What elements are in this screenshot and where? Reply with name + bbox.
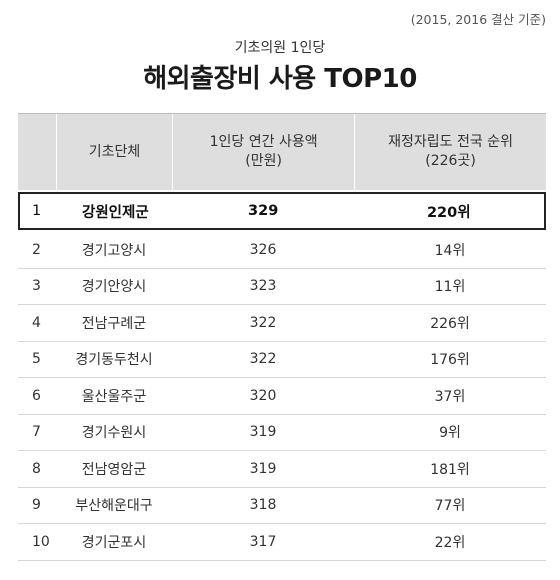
amount-cell: 329 [248,203,279,219]
table-row: 3 경기안양시 323 11위 [18,269,546,305]
amount-cell: 322 [249,314,277,331]
header-rank [18,114,57,190]
table-row: 10 경기군포시 317 22위 [18,524,546,561]
header-fin: 재정자립도 전국 순위 (226곳) [355,114,546,190]
header-amount-line2: (만원) [245,153,282,169]
ranking-table: 기초단체 1인당 연간 사용액 (만원) 재정자립도 전국 순위 (226곳) … [18,113,546,561]
table-row: 8 전남영암군 319 181위 [18,451,546,488]
chart-title: 해외출장비 사용 TOP10 [143,64,417,94]
table-row: 9 부산해운대구 318 77위 [18,488,546,524]
rank-cell: 3 [32,278,41,295]
fin-rank-cell: 14위 [434,242,466,259]
fin-rank-cell: 181위 [430,461,470,478]
fin-rank-cell: 22위 [434,534,466,551]
name-cell: 경기동두천시 [75,352,153,369]
table-body: 1 강원인제군 329 220위 2 경기고양시 326 14위 3 경기안양시 323 11위 4 전남… [18,192,546,561]
table-row: 5 경기동두천시 322 176위 [18,342,546,378]
amount-cell: 326 [249,241,277,258]
basis-note: (2015, 2016 결산 기준) [410,12,546,27]
table-row: 7 경기수원시 319 9위 [18,415,546,451]
rank-cell: 9 [32,497,41,514]
fin-rank-cell: 226위 [430,315,470,332]
chart-subtitle: 기초의원 1인당 [234,40,326,56]
fin-rank-cell: 9위 [439,425,461,442]
name-cell: 전남구례군 [81,315,147,332]
amount-cell: 320 [249,387,277,404]
name-cell: 울산울주군 [81,388,147,405]
header-fin-line1: 재정자립도 전국 순위 [388,134,513,150]
amount-cell: 318 [249,497,277,514]
table-row: 6 울산울주군 320 37위 [18,378,546,415]
rank-cell: 2 [32,241,41,258]
table-row: 2 경기고양시 326 14위 [18,232,546,269]
table-header: 기초단체 1인당 연간 사용액 (만원) 재정자립도 전국 순위 (226곳) [18,113,546,190]
name-cell: 경기수원시 [81,425,147,442]
fin-rank-cell: 11위 [434,279,466,296]
amount-cell: 323 [249,278,277,295]
fin-rank-cell: 37위 [434,388,466,405]
name-cell: 부산해운대구 [75,498,153,515]
header-amount: 1인당 연간 사용액 (만원) [173,114,356,190]
name-cell: 경기안양시 [81,279,147,296]
name-cell: 경기군포시 [81,534,147,551]
name-cell: 경기고양시 [81,242,147,259]
header-fin-line2: (226곳) [425,153,476,169]
rank-cell: 4 [32,314,41,331]
header-amount-line1: 1인당 연간 사용액 [209,134,318,150]
name-cell: 전남영암군 [81,461,147,478]
fin-rank-cell: 220위 [426,204,471,221]
table-row: 4 전남구례군 322 226위 [18,305,546,342]
table-row: 1 강원인제군 329 220위 [18,192,546,230]
header-name: 기초단체 [57,114,174,190]
amount-cell: 319 [249,424,277,441]
amount-cell: 322 [249,351,277,368]
rank-cell: 10 [32,533,50,550]
fin-rank-cell: 176위 [430,352,470,369]
rank-cell: 7 [32,424,41,441]
amount-cell: 319 [249,460,277,477]
amount-cell: 317 [249,533,277,550]
name-cell: 강원인제군 [81,204,149,221]
rank-cell: 1 [32,203,42,219]
rank-cell: 5 [32,351,41,368]
rank-cell: 8 [32,460,41,477]
fin-rank-cell: 77위 [434,498,466,515]
rank-cell: 6 [32,387,41,404]
